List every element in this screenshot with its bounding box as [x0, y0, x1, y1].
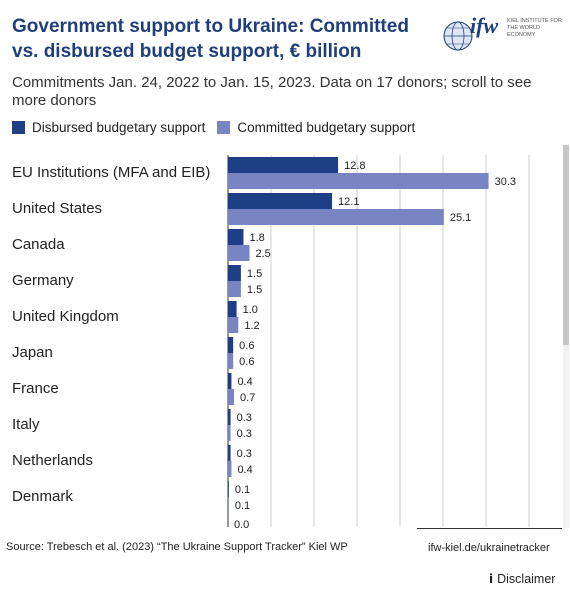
data-label: 0.6: [239, 356, 254, 368]
logo-subtitle: KIEL INSTITUTE FOR THE WORLD ECONOMY: [507, 18, 562, 38]
tracker-url[interactable]: ifw-kiel.de/ukrainetracker: [428, 542, 550, 554]
bar-committed: [228, 353, 234, 369]
data-label-partial: 0.0: [234, 519, 249, 528]
scrollbar-thumb[interactable]: [563, 145, 569, 345]
info-icon: i: [489, 572, 494, 586]
data-label: 0.3: [237, 428, 252, 440]
bar-committed: [228, 245, 250, 261]
bar-disbursed: [228, 265, 241, 281]
data-label: 12.8: [344, 160, 365, 172]
bar-disbursed: [228, 157, 339, 173]
data-label: 2.5: [256, 248, 271, 260]
bar-disbursed: [228, 481, 229, 497]
legend-item-disbursed[interactable]: Disbursed budgetary support: [12, 120, 205, 135]
bar-committed: [228, 425, 231, 441]
data-label: 0.4: [237, 464, 252, 476]
data-label: 0.1: [235, 484, 250, 496]
bar-disbursed: [228, 301, 237, 317]
category-label: EU Institutions (MFA and EIB): [12, 164, 210, 181]
bar-committed: [228, 209, 444, 225]
data-label: 1.2: [244, 320, 259, 332]
category-label: Italy: [12, 416, 40, 433]
bar-disbursed: [228, 193, 333, 209]
category-label: Denmark: [12, 488, 73, 505]
bar-disbursed: [228, 373, 232, 389]
category-label: Japan: [12, 344, 53, 361]
bar-committed: [228, 173, 489, 189]
legend-swatch-committed: [217, 121, 231, 134]
category-label: Netherlands: [12, 452, 93, 469]
bar-disbursed: [228, 409, 231, 425]
bar-disbursed: [228, 229, 244, 245]
legend-item-committed[interactable]: Committed budgetary support: [217, 120, 415, 135]
x-axis-line: [417, 528, 562, 529]
category-label: Germany: [12, 272, 74, 289]
logo-wordmark: ifw: [470, 13, 499, 38]
data-label: 25.1: [450, 212, 471, 224]
legend-label-disbursed: Disbursed budgetary support: [32, 120, 206, 135]
globe-icon: [443, 21, 473, 51]
data-label: 0.6: [239, 340, 254, 352]
data-label: 30.3: [495, 176, 516, 188]
chart-subtitle: Commitments Jan. 24, 2022 to Jan. 15, 20…: [12, 74, 532, 109]
data-label: 0.7: [240, 392, 255, 404]
chart-legend: Disbursed budgetary support Committed bu…: [12, 120, 427, 135]
data-label: 1.5: [247, 284, 262, 296]
category-label: United Kingdom: [12, 308, 119, 325]
ifw-logo: ifw KIEL INSTITUTE FOR THE WORLD ECONOMY: [440, 12, 565, 58]
bar-committed: [228, 461, 232, 477]
bar-committed: [228, 497, 229, 513]
bar-disbursed: [228, 337, 234, 353]
category-label: Canada: [12, 236, 65, 253]
data-label: 12.1: [338, 196, 359, 208]
legend-swatch-disbursed: [12, 121, 25, 134]
bar-committed: [228, 389, 235, 405]
bar-committed: [228, 317, 239, 333]
bar-chart: EU Institutions (MFA and EIB) 12.8 30.3 Uni…: [12, 155, 530, 528]
data-label: 1.5: [247, 268, 262, 280]
disclaimer-label: Disclaimer: [497, 572, 556, 586]
data-label: 1.8: [249, 232, 264, 244]
legend-label-committed: Committed budgetary support: [237, 120, 416, 135]
data-label: 0.1: [235, 500, 250, 512]
data-label: 0.4: [237, 376, 252, 388]
category-label: France: [12, 380, 59, 397]
bar-committed: [228, 281, 241, 297]
disclaimer-button[interactable]: i Disclaimer: [489, 572, 555, 586]
source-note: Source: Trebesch et al. (2023) “The Ukra…: [6, 541, 348, 553]
data-label: 0.3: [237, 448, 252, 460]
chart-scrollbar[interactable]: [563, 145, 569, 528]
data-label: 1.0: [243, 304, 258, 316]
data-label: 0.3: [237, 412, 252, 424]
category-label: United States: [12, 200, 102, 217]
chart-title: Government support to Ukraine: Committed…: [12, 16, 409, 62]
bar-disbursed: [228, 445, 231, 461]
